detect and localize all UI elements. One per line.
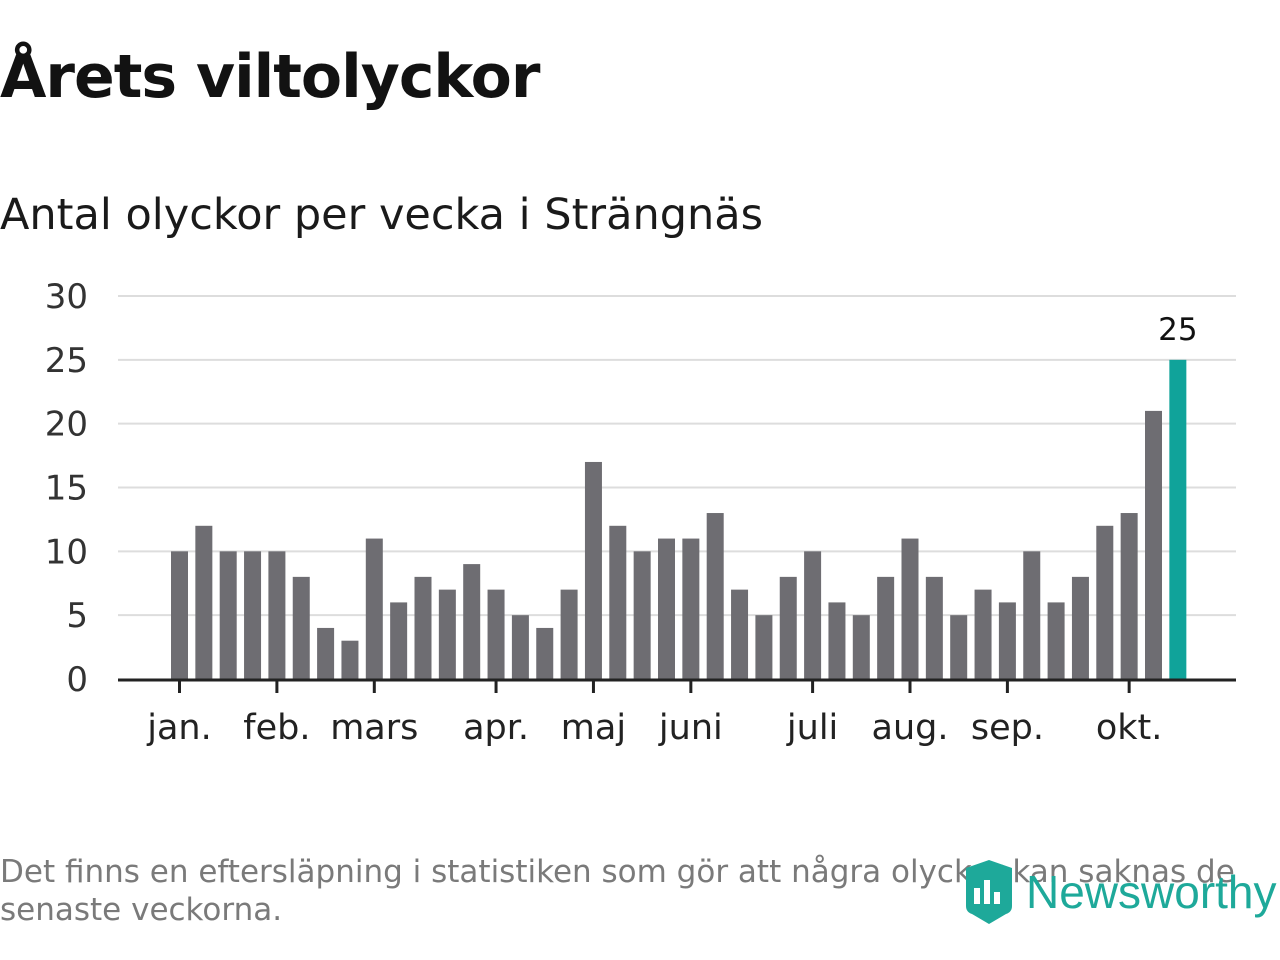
- bar: [925, 576, 943, 679]
- bars: [171, 359, 1187, 679]
- x-tick-label: feb.: [243, 708, 310, 748]
- chart-subtitle: Antal olyckor per vecka i Strängnäs: [0, 190, 764, 240]
- bar: [706, 513, 724, 679]
- bar: [341, 640, 359, 679]
- bar: [292, 576, 310, 679]
- bar: [1096, 525, 1114, 679]
- y-tick-label: 20: [45, 405, 88, 445]
- gridlines: [118, 295, 1236, 617]
- bar: [1145, 410, 1162, 679]
- bar: [365, 538, 383, 679]
- y-tick-label: 30: [45, 277, 88, 317]
- bar: [195, 525, 213, 679]
- bar: [584, 461, 602, 679]
- x-tick-label: aug.: [872, 708, 949, 748]
- bar: [658, 538, 675, 679]
- logo-wordmark: Newsworthy: [1026, 866, 1277, 918]
- bar: [1071, 576, 1089, 679]
- x-tick-label: okt.: [1096, 708, 1163, 748]
- bar-highlight: [1169, 359, 1187, 679]
- bar: [487, 589, 505, 679]
- x-tick-label: juni: [658, 708, 723, 748]
- bar: [244, 551, 262, 679]
- bar: [317, 627, 335, 679]
- bar: [950, 615, 968, 679]
- y-tick-label: 25: [45, 341, 88, 381]
- bar: [731, 589, 749, 679]
- bar: [609, 525, 627, 679]
- bar: [1120, 513, 1138, 679]
- bar: [219, 551, 237, 679]
- bar: [268, 551, 286, 679]
- newsworthy-logo: Newsworthy: [962, 858, 1277, 926]
- bar: [511, 615, 529, 679]
- x-axis-ticks: jan. feb. mars apr. maj juni juli aug. sep. okt.: [146, 679, 1162, 748]
- bar: [633, 551, 651, 679]
- y-tick-label: 15: [45, 469, 88, 509]
- bar: [560, 589, 578, 679]
- x-tick-label: mars: [330, 708, 418, 748]
- bar: [463, 564, 481, 679]
- bar: [804, 551, 822, 679]
- bar: [414, 576, 432, 679]
- bar: [390, 602, 408, 679]
- y-axis-tick-labels: 0 5 10 15 20 25 30: [45, 277, 88, 700]
- bar: [828, 602, 846, 679]
- bar: [438, 589, 456, 679]
- bar: [171, 551, 188, 679]
- x-tick-label: juli: [786, 708, 838, 748]
- y-tick-label: 5: [66, 596, 88, 636]
- bar: [779, 576, 797, 679]
- bar: [998, 602, 1016, 679]
- footnote: Det finns en eftersläpning i statistiken…: [0, 854, 1235, 928]
- bar: [1047, 602, 1065, 679]
- bar: [877, 576, 895, 679]
- newsworthy-logo-icon: [966, 860, 1012, 924]
- x-tick-label: apr.: [463, 708, 529, 748]
- bar: [852, 615, 870, 679]
- bar: [536, 627, 554, 679]
- chart-title: Årets viltolyckor: [0, 42, 540, 112]
- bar: [682, 538, 700, 679]
- bar: [755, 615, 773, 679]
- y-tick-label: 0: [66, 660, 88, 700]
- bar: [901, 538, 919, 679]
- x-tick-label: sep.: [971, 708, 1044, 748]
- x-tick-label: maj: [561, 708, 626, 748]
- x-tick-label: jan.: [146, 708, 211, 748]
- value-labels: 25: [1158, 312, 1197, 348]
- value-label: 25: [1158, 312, 1197, 348]
- bar: [1023, 551, 1041, 679]
- bar: [974, 589, 992, 679]
- y-tick-label: 10: [45, 532, 88, 572]
